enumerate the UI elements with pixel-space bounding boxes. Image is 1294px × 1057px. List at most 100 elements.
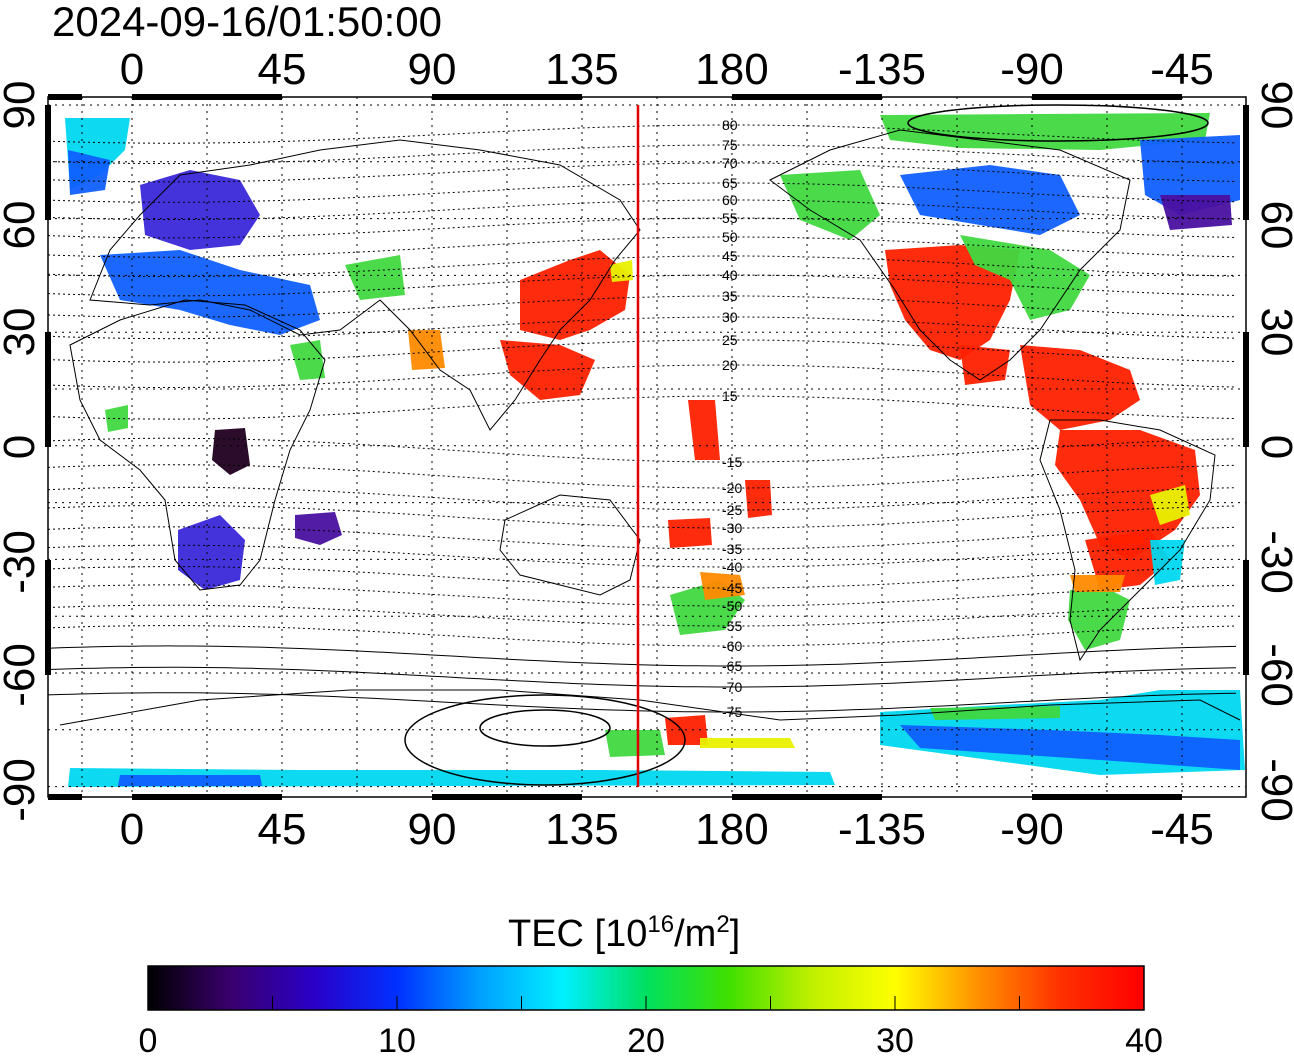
tec-patch (345, 255, 405, 300)
contour-line (47, 217, 1237, 239)
colorbar-title-main: TEC [10 (508, 913, 647, 955)
contour-line (47, 295, 1237, 318)
contour-label: -45 (722, 580, 742, 596)
y-tick-label-right: -30 (1252, 530, 1294, 594)
contour-line (47, 255, 1237, 278)
tec-patch (178, 515, 245, 590)
contour-label: -25 (722, 502, 742, 518)
contour-label: 20 (722, 357, 738, 373)
colorbar-title-close: ] (730, 913, 741, 955)
x-tick-label-bottom: 0 (120, 805, 144, 854)
tec-patch (68, 150, 110, 195)
tec-patch (408, 330, 445, 370)
contour-line (47, 565, 1237, 589)
tec-patch (140, 170, 260, 250)
tec-patch (700, 572, 745, 600)
colorbar-tick-label: 10 (378, 1022, 416, 1057)
frame-bar-top (432, 94, 582, 100)
contour-label: -70 (722, 679, 742, 695)
y-tick-label-right: 0 (1252, 435, 1294, 459)
colorbar-tick-label: 20 (627, 1022, 665, 1057)
contour-label: -35 (722, 541, 742, 557)
frame-bar-top (732, 94, 882, 100)
contour-label: -50 (722, 598, 742, 614)
contour-label: 15 (722, 388, 738, 404)
contour-line (47, 645, 1237, 667)
contour-line (47, 274, 1237, 297)
x-tick-label-bottom: -45 (1150, 805, 1214, 854)
axis-tick-labels: 0045459090135135180180-135-135-90-90-45-… (0, 45, 1294, 854)
contour-label: 50 (722, 229, 738, 245)
frame-bar-left (45, 560, 51, 675)
tec-patch (930, 706, 1060, 720)
tec-patch (1020, 345, 1140, 430)
contour-label: -65 (722, 658, 742, 674)
contour-line (47, 604, 1237, 627)
contour-label: 25 (722, 332, 738, 348)
contour-line (47, 437, 1237, 463)
contour-line (47, 364, 1237, 388)
frame-bar-top (132, 94, 282, 100)
contour-label: 60 (722, 192, 738, 208)
tec-patch (520, 250, 630, 340)
frame-bar-right (1243, 560, 1249, 675)
contour-label: -75 (722, 704, 742, 720)
colorbar-title-exp: 16 (647, 911, 674, 938)
contour-line (47, 182, 1237, 203)
y-tick-label-right: 90 (1252, 81, 1294, 130)
contour-line (47, 666, 1237, 688)
y-tick-label-left: 30 (0, 308, 44, 357)
contour-line (47, 316, 1237, 340)
contour-line (47, 526, 1237, 550)
contour-line (47, 625, 1237, 647)
y-tick-label-left: -90 (0, 758, 44, 822)
frame-bar-top (48, 94, 82, 100)
frame-bar-bottom (48, 794, 82, 800)
y-tick-label-right: 60 (1252, 201, 1294, 250)
x-tick-label-bottom: -135 (838, 805, 926, 854)
tec-patch (900, 725, 1240, 770)
contour-label: -55 (722, 618, 742, 634)
contour-label: 75 (722, 137, 738, 153)
x-tick-label-bottom: 45 (258, 805, 307, 854)
colorbar-ticks: 0 10 20 30 40 (139, 996, 1163, 1057)
coastline (1039, 419, 1216, 662)
tec-patch (900, 165, 1080, 235)
contour-line (47, 199, 1237, 221)
frame-bar-left (45, 105, 51, 220)
contour-line (47, 339, 1237, 363)
x-tick-label-bottom: 90 (408, 805, 457, 854)
frame-bar-bottom (1032, 794, 1182, 800)
frame-bar-right (1243, 332, 1249, 447)
tec-patch (745, 480, 772, 518)
frame-bar-bottom (432, 794, 582, 800)
contour-label: 55 (722, 210, 738, 226)
frame-bar-left (45, 332, 51, 447)
tec-patch (668, 518, 712, 548)
contour-ellipse (479, 709, 611, 747)
timestamp-title: 2024-09-16/01:50:00 (52, 0, 442, 45)
contour-label: 30 (722, 309, 738, 325)
tec-patch (780, 170, 880, 240)
y-tick-label-left: -60 (0, 643, 44, 707)
colorbar-tick-label: 30 (876, 1022, 914, 1057)
tec-patch (1150, 485, 1190, 525)
y-tick-label-right: -90 (1252, 758, 1294, 822)
contour-line (47, 162, 1237, 183)
coastline (69, 299, 326, 591)
tec-patch (1068, 590, 1130, 650)
colorbar-tick-label: 40 (1125, 1022, 1163, 1057)
colorbar: TEC [1016/m2] 0 10 20 30 40 (139, 911, 1163, 1057)
lat-lon-grid (48, 97, 1246, 797)
y-tick-label-left: 90 (0, 81, 44, 130)
contour-line (47, 236, 1237, 258)
tec-patch (605, 730, 665, 757)
contour-ellipse (404, 694, 686, 786)
frame-bar-bottom (132, 794, 282, 800)
contour-line (47, 505, 1237, 529)
coastline (769, 129, 1131, 381)
contour-label: 70 (722, 155, 738, 171)
x-tick-label-top: 135 (545, 45, 618, 94)
contour-line (47, 464, 1237, 489)
